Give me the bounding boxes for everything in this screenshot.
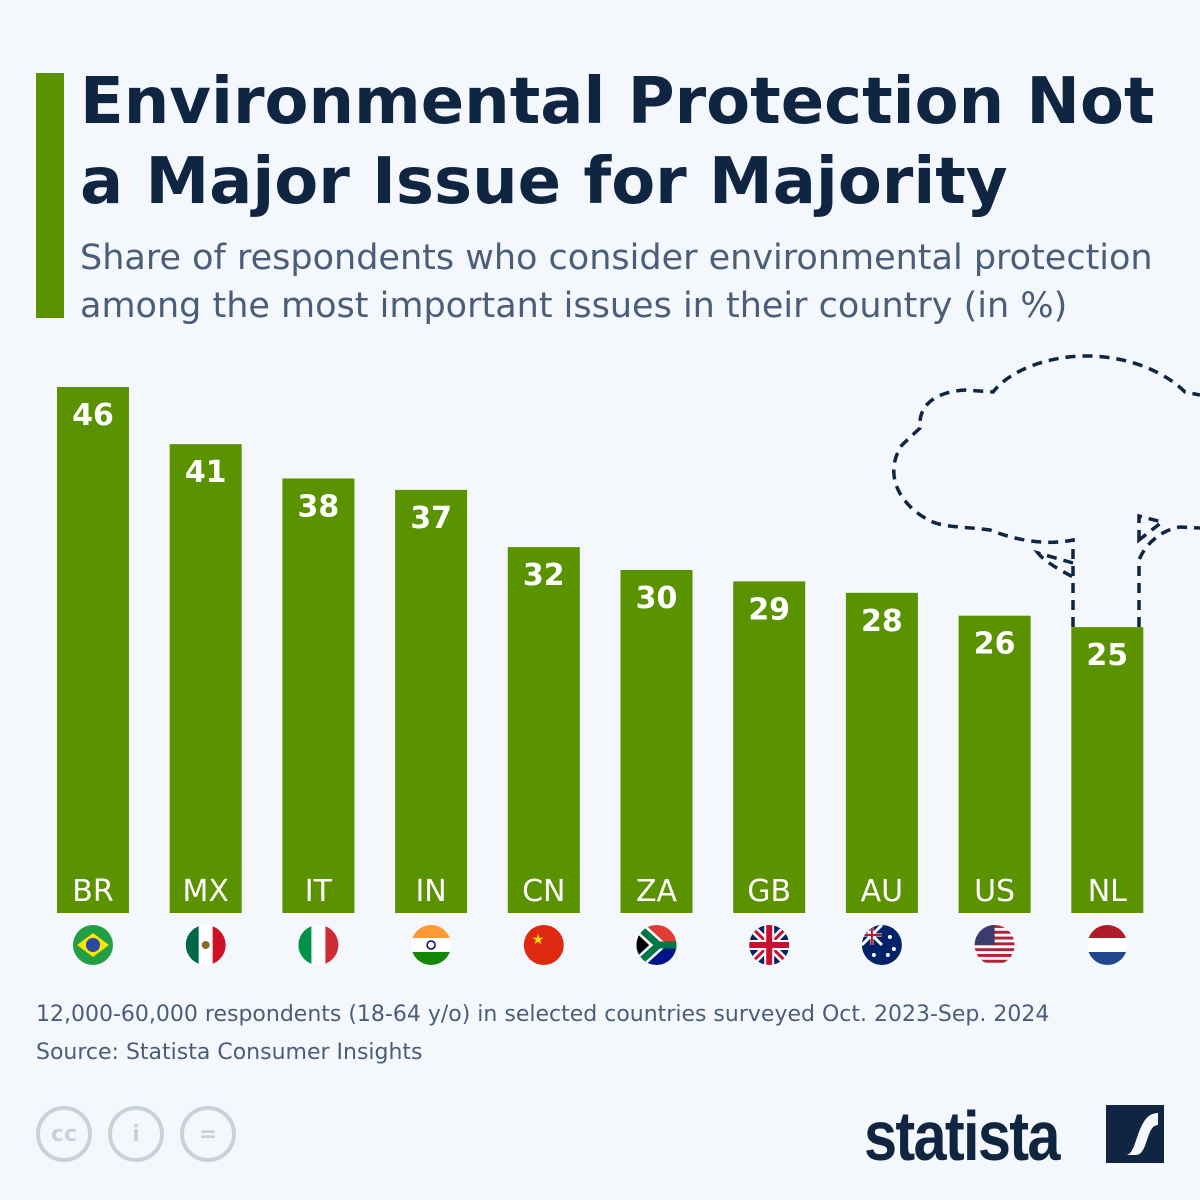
- flag-GB-icon: [749, 925, 790, 965]
- chart-title: Environmental Protection Not a Major Iss…: [80, 65, 1155, 219]
- flag-MX-icon: [185, 925, 226, 965]
- value-label-MX: 41: [185, 455, 227, 490]
- category-label-MX: MX: [182, 874, 228, 909]
- attribution-icon: i: [108, 1106, 164, 1162]
- category-label-NL: NL: [1088, 874, 1127, 909]
- category-label-IT: IT: [305, 874, 333, 909]
- value-label-US: 26: [974, 627, 1016, 662]
- flag-BR-icon: [73, 925, 113, 965]
- bar-IN: [395, 489, 468, 913]
- bar-NL: [1071, 627, 1144, 913]
- category-label-IN: IN: [415, 874, 446, 909]
- bar-US: [958, 615, 1031, 913]
- source-note: Source: Statista Consumer Insights: [36, 1040, 423, 1065]
- category-label-CN: CN: [522, 874, 565, 909]
- flag-US-icon: [974, 925, 1015, 963]
- statista-logo[interactable]: statista: [864, 1097, 1060, 1175]
- title-accent-bar: [36, 73, 64, 318]
- bar-GB: [733, 581, 806, 913]
- flag-NL-icon: [1087, 925, 1128, 965]
- flag-CN-icon: ★: [523, 925, 564, 965]
- value-label-GB: 29: [748, 592, 790, 627]
- bar-CN: [507, 547, 580, 913]
- survey-note: 12,000-60,000 respondents (18-64 y/o) in…: [36, 1002, 1050, 1027]
- category-label-US: US: [974, 874, 1015, 909]
- statista-logo-mark-icon: [1106, 1105, 1164, 1163]
- flag-AU-icon: [861, 925, 902, 965]
- bar-BR: [57, 387, 129, 913]
- value-label-AU: 28: [861, 604, 903, 639]
- bar-MX: [169, 444, 242, 913]
- category-label-AU: AU: [861, 874, 903, 909]
- value-label-BR: 46: [72, 398, 114, 433]
- bar-IT: [282, 478, 355, 913]
- flag-IN-icon: [411, 925, 452, 965]
- bar-ZA: [620, 569, 693, 913]
- value-label-IN: 37: [410, 501, 452, 536]
- no-derivatives-icon: =: [180, 1106, 236, 1162]
- flag-ZA-icon: [636, 925, 677, 965]
- bar-chart: 46 BR 41 MX 38 IT 37 IN 32 CN ★ 30 ZA 29 GB 28 AU 26 US 25 N…: [57, 354, 1200, 965]
- value-label-ZA: 30: [636, 581, 678, 616]
- svg-text:★: ★: [532, 932, 545, 948]
- chart-subtitle: Share of respondents who consider enviro…: [80, 238, 1153, 326]
- value-label-IT: 38: [298, 489, 340, 524]
- tree-outline-icon: [892, 354, 1200, 627]
- flag-IT-icon: [298, 925, 339, 965]
- bar-AU: [845, 592, 918, 913]
- cc-license-icon: cc: [36, 1106, 92, 1162]
- value-label-NL: 25: [1086, 638, 1128, 673]
- category-label-ZA: ZA: [636, 874, 678, 909]
- category-label-BR: BR: [72, 874, 113, 909]
- value-label-CN: 32: [523, 558, 565, 593]
- category-label-GB: GB: [747, 874, 791, 909]
